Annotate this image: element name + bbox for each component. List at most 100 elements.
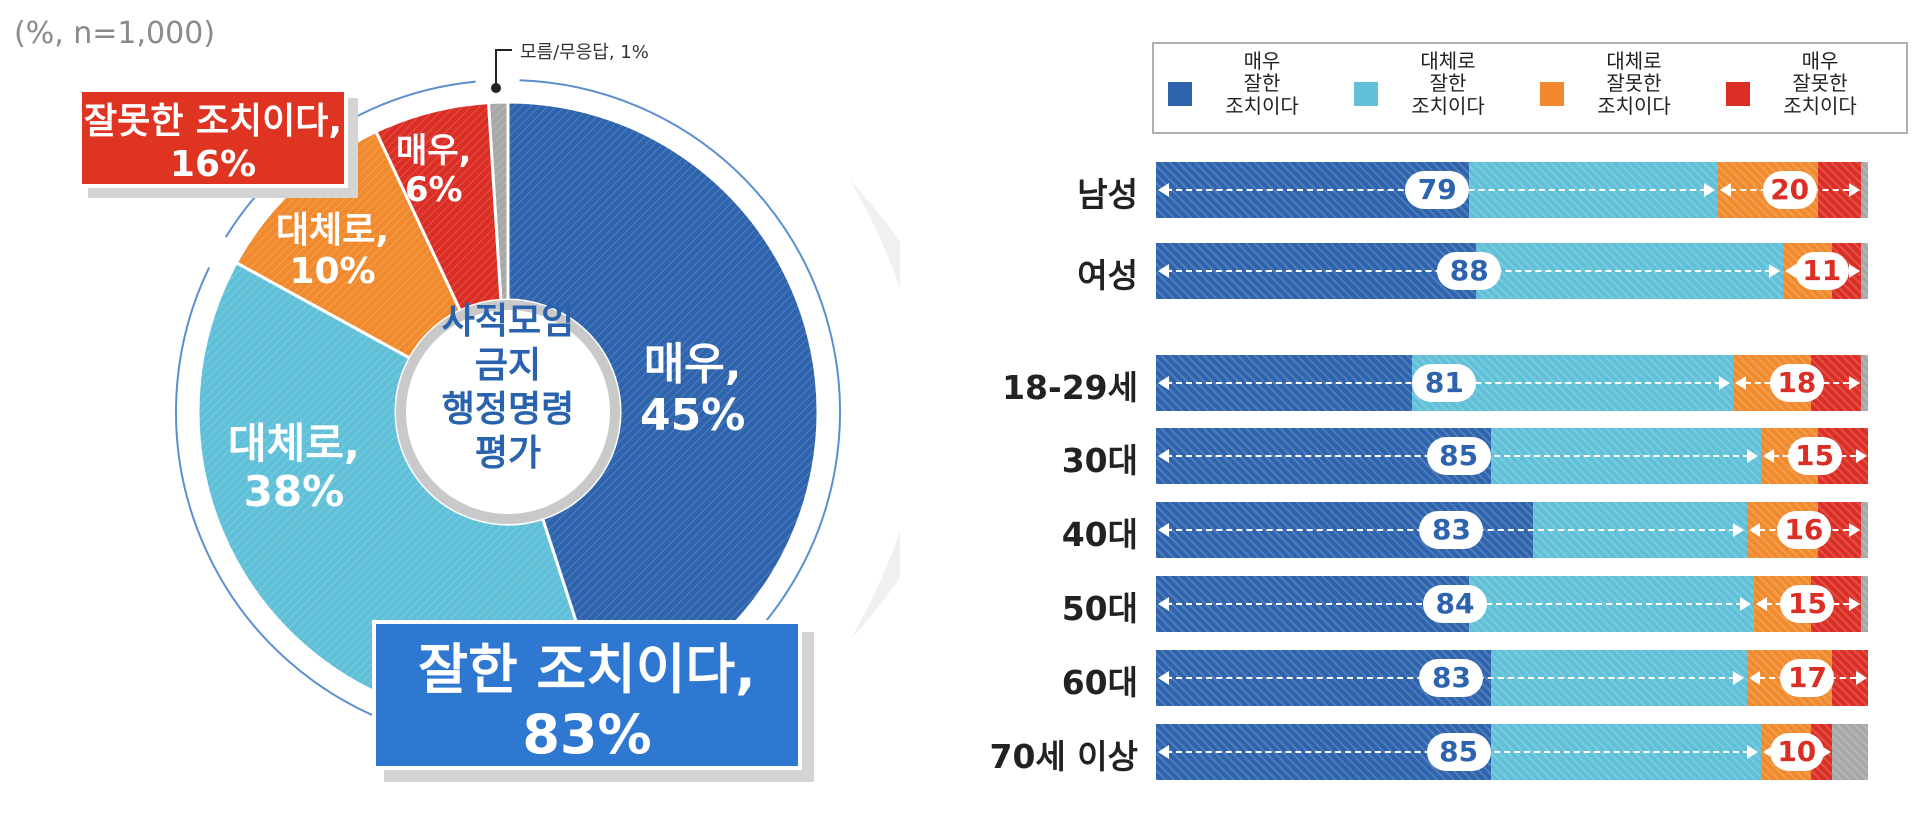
legend-swatch-very-good <box>1168 82 1192 106</box>
slice-label-very-good-line1: 매우, <box>643 339 742 390</box>
bad-range-arrow-left <box>1748 671 1760 685</box>
good-callout-label: 잘한 조치이다, <box>418 638 756 701</box>
bad-range-arrow-right <box>1848 183 1860 197</box>
bad-callout-label: 잘못한 조치이다, <box>83 101 343 142</box>
bar-segment-dont-know <box>1860 243 1868 299</box>
slice-label-somewhat-bad: 대체로, 10% <box>276 210 389 293</box>
legend-text-somewhat-bad-line3: 조치이다 <box>1597 93 1671 118</box>
bad-range-arrow-left <box>1763 449 1775 463</box>
bad-range-arrow-left <box>1748 523 1760 537</box>
good-callout-value: 83% <box>522 702 652 766</box>
dont-know-leader <box>495 49 512 88</box>
good-total-label: 81 <box>1412 364 1477 402</box>
legend-text-somewhat-bad-line1: 대체로 <box>1606 49 1662 73</box>
bad-total-label: 15 <box>1780 585 1835 623</box>
donut-slice-hatch-very-bad <box>376 102 501 311</box>
row-label: 30대 <box>1061 441 1138 480</box>
slice-label-very-bad-line1: 매우, <box>396 131 472 171</box>
bad-total-callout: 잘못한 조치이다, 16% <box>78 88 348 188</box>
center-title-line1: 사적모임 <box>441 301 575 342</box>
legend-swatch-somewhat-bad <box>1540 82 1564 106</box>
donut-slice-hatch-very-good <box>508 102 818 707</box>
legend-text-somewhat-bad: 대체로 잘못한 조치이다 <box>1574 49 1694 118</box>
stacked-bar-row: 79 20 <box>1156 162 1868 218</box>
good-range-arrow-right <box>1732 671 1744 685</box>
good-range-arrow-left <box>1158 523 1169 537</box>
legend-text-very-good-line3: 조치이다 <box>1225 93 1299 118</box>
stacked-bar-row: 88 11 <box>1156 243 1868 299</box>
slice-label-somewhat-good-value: 38% <box>243 467 345 517</box>
bad-range-arrow-left <box>1784 264 1796 278</box>
good-total-label: 83 <box>1419 511 1484 549</box>
good-range-arrow-right <box>1768 264 1780 278</box>
good-range-arrow-right <box>1718 376 1730 390</box>
legend-text-very-good-line1: 매우 <box>1243 49 1281 73</box>
row-label: 70세 이상 <box>989 737 1139 776</box>
good-total-label: 83 <box>1419 659 1484 697</box>
legend-text-very-bad: 매우 잘못한 조치이다 <box>1760 50 1880 118</box>
donut-slice-hatch-dont-know <box>488 102 508 301</box>
bad-total-label: 16 <box>1776 511 1831 549</box>
legend-text-somewhat-good-line2: 잘한 <box>1429 71 1467 96</box>
stacked-bar-row: 81 18 <box>1156 355 1868 411</box>
bad-range-arrow-right <box>1848 523 1860 537</box>
slice-label-somewhat-good: 대체로, 38% <box>228 419 360 517</box>
bar-segment-dont-know <box>1860 502 1868 558</box>
row-label: 40대 <box>1061 515 1138 554</box>
bad-total-label: 20 <box>1762 171 1817 209</box>
legend-text-somewhat-good: 대체로 잘한 조치이다 <box>1388 49 1508 118</box>
legend-text-very-good-line2: 잘한 <box>1243 71 1281 96</box>
good-total-callout: 잘한 조치이다, 83% <box>372 620 802 770</box>
bad-total-label: 17 <box>1780 659 1835 697</box>
bar-legend: 매우 잘한 조치이다 대체로 잘한 조치이다 대체로 잘못한 조치이다 매우 잘… <box>1152 42 1908 134</box>
good-range-arrow-right <box>1740 597 1752 611</box>
donut-slice-hatch-somewhat-bad <box>236 131 461 359</box>
bad-range-arrow-right <box>1856 449 1867 463</box>
good-range-arrow-left <box>1158 449 1169 463</box>
good-range-arrow-left <box>1158 264 1169 278</box>
transition-arrow <box>850 180 900 640</box>
good-total-label: 85 <box>1426 437 1491 475</box>
bar-segment-dont-know <box>1860 355 1868 411</box>
donut-chart <box>175 49 900 745</box>
slice-label-very-good: 매우, 45% <box>640 339 746 441</box>
good-range-arrow-right <box>1747 745 1759 759</box>
legend-swatch-somewhat-good <box>1354 82 1378 106</box>
bad-total-label: 11 <box>1794 252 1849 290</box>
bad-range-arrow-left <box>1734 376 1746 390</box>
legend-text-very-good: 매우 잘한 조치이다 <box>1202 49 1322 118</box>
row-label: 60대 <box>1061 663 1138 702</box>
good-total-label: 88 <box>1437 252 1502 290</box>
bad-total-label: 15 <box>1787 437 1842 475</box>
row-label: 남성 <box>1077 175 1138 214</box>
center-disc <box>406 310 610 514</box>
bad-total-label: 10 <box>1769 733 1824 771</box>
row-label: 여성 <box>1077 256 1138 295</box>
bad-range-arrow-left <box>1756 597 1768 611</box>
bad-total-label: 18 <box>1769 364 1824 402</box>
center-title-line4: 평가 <box>474 432 542 474</box>
bad-range-arrow-left <box>1720 183 1732 197</box>
stacked-bar-row: 85 10 <box>1156 724 1868 780</box>
row-label: 50대 <box>1061 589 1138 628</box>
legend-swatch-very-bad <box>1726 82 1750 106</box>
slice-label-very-good-value: 45% <box>640 389 746 441</box>
slice-label-somewhat-bad-line1: 대체로, <box>276 210 390 251</box>
slice-label-very-bad: 매우, 6% <box>396 131 472 210</box>
bad-range-arrow-right <box>1848 264 1860 278</box>
dont-know-note: 모름/무응답, 1% <box>520 42 649 63</box>
legend-text-somewhat-bad-line2: 잘못한 <box>1606 71 1662 96</box>
slice-label-somewhat-good-line1: 대체로, <box>228 419 360 468</box>
good-range-arrow-left <box>1158 671 1169 685</box>
good-range-arrow-left <box>1158 376 1169 390</box>
legend-text-somewhat-good-line3: 조치이다 <box>1411 93 1485 118</box>
good-range-arrow-left <box>1158 183 1169 197</box>
stacked-bar-row: 85 15 <box>1156 428 1868 484</box>
good-total-label: 85 <box>1426 733 1491 771</box>
good-range-arrow-right <box>1747 449 1759 463</box>
donut-center-title: 사적모임 금지 행정명령 평가 <box>408 300 608 476</box>
row-label: 18-29세 <box>1002 368 1138 407</box>
bad-range-arrow-right <box>1820 745 1832 759</box>
bad-range-arrow-right <box>1848 597 1860 611</box>
legend-text-somewhat-good-line1: 대체로 <box>1420 49 1476 73</box>
